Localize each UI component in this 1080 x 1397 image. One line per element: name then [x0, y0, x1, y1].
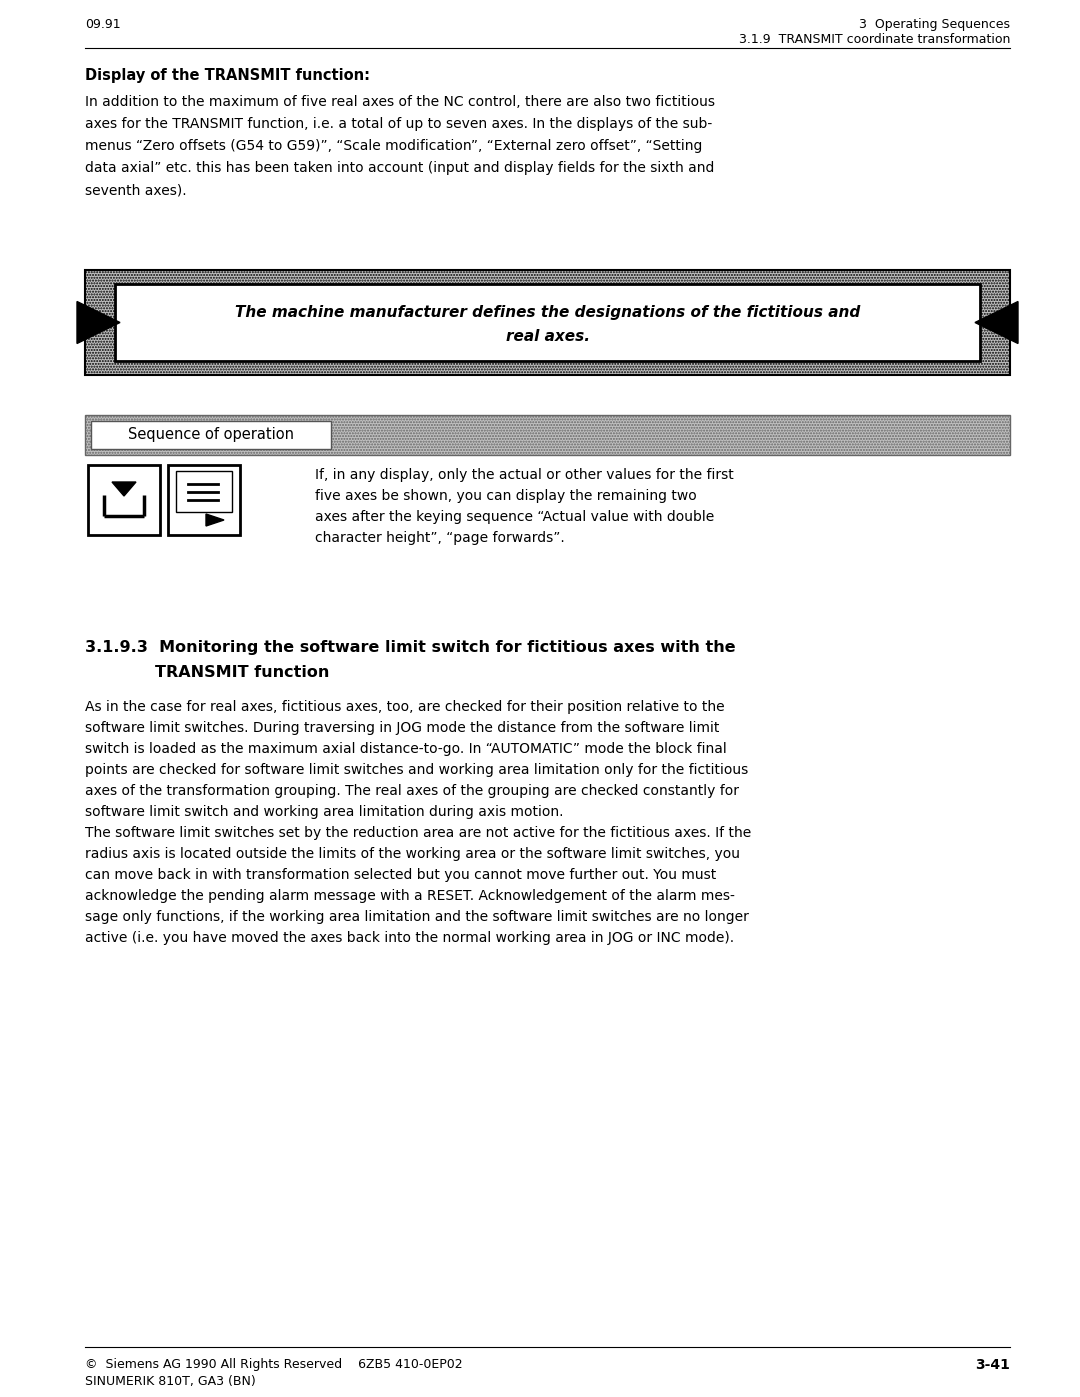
Text: real axes.: real axes. — [505, 330, 590, 344]
Text: active (i.e. you have moved the axes back into the normal working area in JOG or: active (i.e. you have moved the axes bac… — [85, 930, 734, 944]
Text: seventh axes).: seventh axes). — [85, 183, 187, 197]
Text: 3-41: 3-41 — [975, 1358, 1010, 1372]
Polygon shape — [206, 514, 224, 527]
Text: SINUMERIK 810T, GA3 (BN): SINUMERIK 810T, GA3 (BN) — [85, 1375, 256, 1389]
Text: ©  Siemens AG 1990 All Rights Reserved    6ZB5 410-0EP02: © Siemens AG 1990 All Rights Reserved 6Z… — [85, 1358, 462, 1370]
Polygon shape — [77, 302, 120, 344]
Text: menus “Zero offsets (G54 to G59)”, “Scale modification”, “External zero offset”,: menus “Zero offsets (G54 to G59)”, “Scal… — [85, 138, 702, 154]
Bar — [114, 284, 980, 360]
Bar — [87, 465, 160, 535]
Text: axes of the transformation grouping. The real axes of the grouping are checked c: axes of the transformation grouping. The… — [85, 784, 739, 798]
Text: As in the case for real axes, fictitious axes, too, are checked for their positi: As in the case for real axes, fictitious… — [85, 700, 725, 714]
Bar — [168, 465, 240, 535]
Text: The software limit switches set by the reduction area are not active for the fic: The software limit switches set by the r… — [85, 826, 752, 840]
Text: data axial” etc. this has been taken into account (input and display fields for : data axial” etc. this has been taken int… — [85, 161, 714, 175]
Text: Sequence of operation: Sequence of operation — [129, 427, 294, 443]
Text: points are checked for software limit switches and working area limitation only : points are checked for software limit sw… — [85, 763, 748, 777]
Text: In addition to the maximum of five real axes of the NC control, there are also t: In addition to the maximum of five real … — [85, 95, 715, 109]
Text: switch is loaded as the maximum axial distance-to-go. In “AUTOMATIC” mode the bl: switch is loaded as the maximum axial di… — [85, 742, 727, 756]
Text: acknowledge the pending alarm message with a RESET. Acknowledgement of the alarm: acknowledge the pending alarm message wi… — [85, 888, 734, 902]
Text: 3.1.9  TRANSMIT coordinate transformation: 3.1.9 TRANSMIT coordinate transformation — [739, 34, 1010, 46]
Bar — [176, 471, 232, 511]
Text: Display of the TRANSMIT function:: Display of the TRANSMIT function: — [85, 68, 370, 82]
Text: software limit switches. During traversing in JOG mode the distance from the sof: software limit switches. During traversi… — [85, 721, 719, 735]
Bar — [91, 420, 330, 448]
Text: five axes be shown, you can display the remaining two: five axes be shown, you can display the … — [315, 489, 697, 503]
Text: axes after the keying sequence “Actual value with double: axes after the keying sequence “Actual v… — [315, 510, 714, 524]
Text: radius axis is located outside the limits of the working area or the software li: radius axis is located outside the limit… — [85, 847, 740, 861]
Text: The machine manufacturer defines the designations of the fictitious and: The machine manufacturer defines the des… — [234, 305, 860, 320]
Text: If, in any display, only the actual or other values for the first: If, in any display, only the actual or o… — [315, 468, 733, 482]
Text: software limit switch and working area limitation during axis motion.: software limit switch and working area l… — [85, 805, 564, 819]
Polygon shape — [975, 302, 1018, 344]
Text: 3.1.9.3  Monitoring the software limit switch for fictitious axes with the: 3.1.9.3 Monitoring the software limit sw… — [85, 640, 735, 655]
Text: sage only functions, if the working area limitation and the software limit switc: sage only functions, if the working area… — [85, 909, 748, 923]
Text: can move back in with transformation selected but you cannot move further out. Y: can move back in with transformation sel… — [85, 868, 716, 882]
Polygon shape — [112, 482, 136, 496]
Bar — [85, 270, 1010, 374]
Text: axes for the TRANSMIT function, i.e. a total of up to seven axes. In the display: axes for the TRANSMIT function, i.e. a t… — [85, 117, 712, 131]
Text: 09.91: 09.91 — [85, 18, 121, 31]
Text: character height”, “page forwards”.: character height”, “page forwards”. — [315, 531, 565, 545]
Bar — [85, 415, 1010, 455]
Text: 3  Operating Sequences: 3 Operating Sequences — [859, 18, 1010, 31]
Text: TRANSMIT function: TRANSMIT function — [156, 665, 329, 680]
